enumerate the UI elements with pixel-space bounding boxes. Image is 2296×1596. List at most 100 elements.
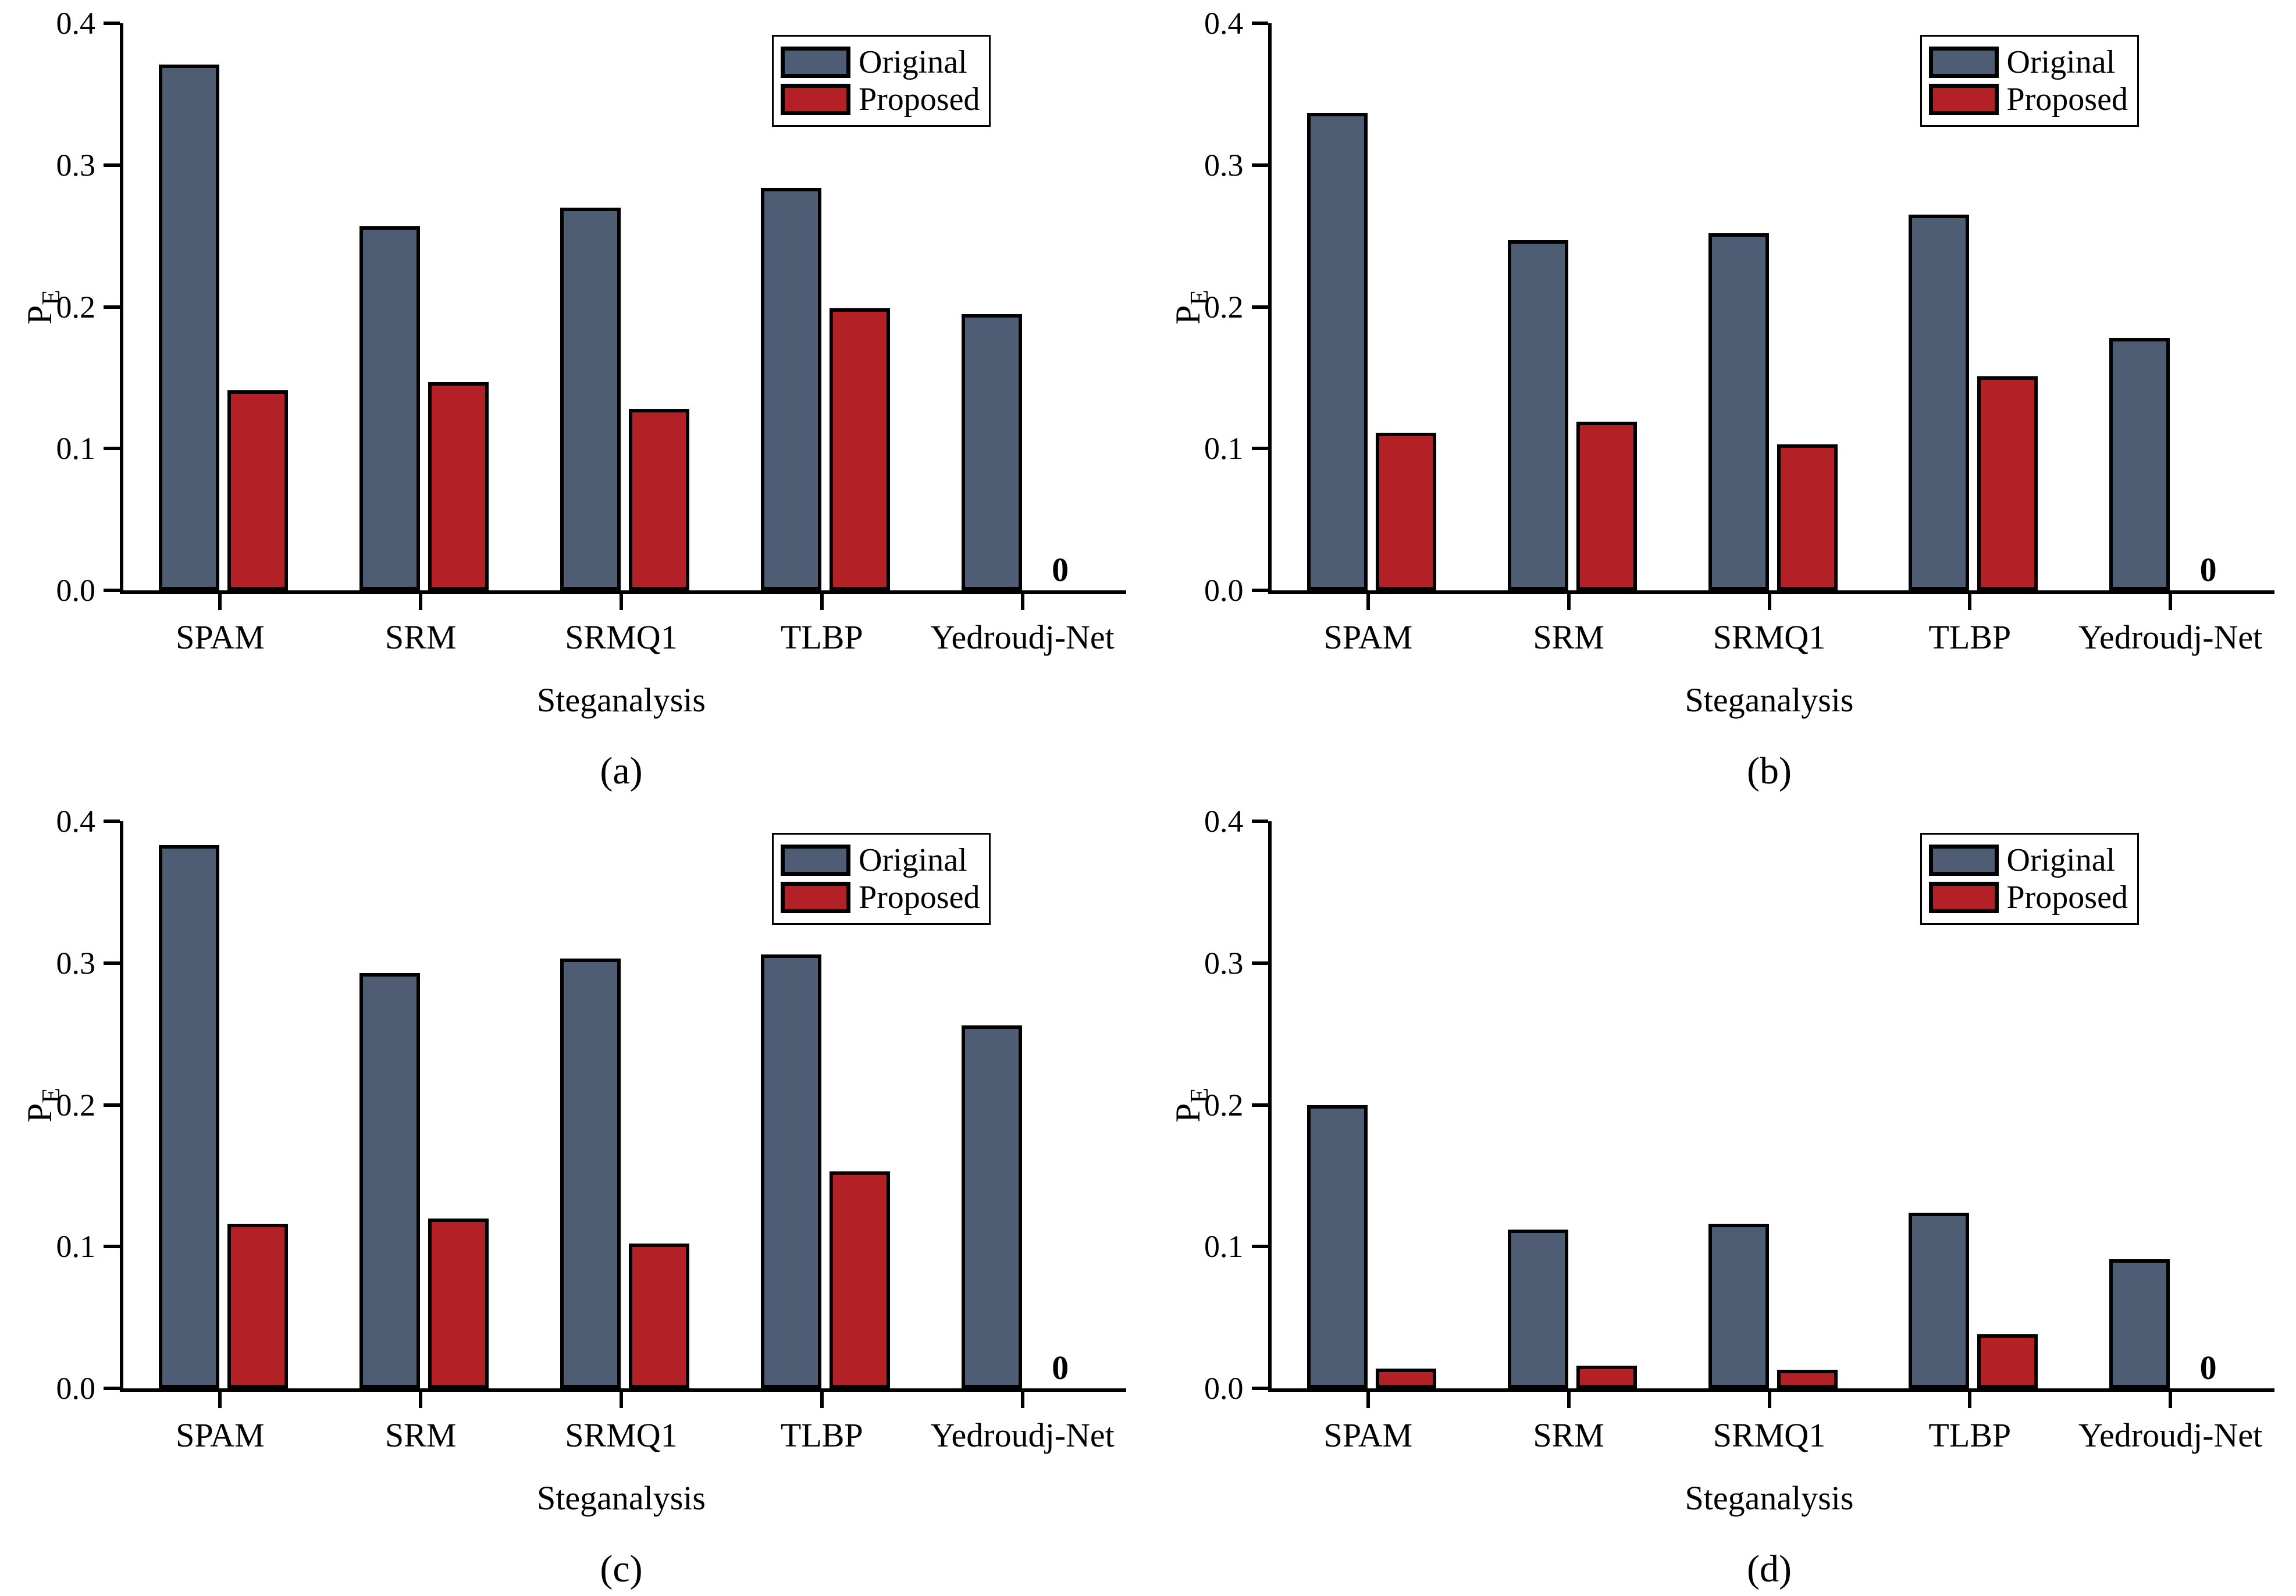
bar-proposed-spam: [1375, 1368, 1436, 1388]
x-category-label-yedroudj-net: Yedroudj-Net: [2078, 1416, 2263, 1454]
y-tick-mark: [104, 163, 120, 167]
x-tick-mark: [820, 1392, 824, 1408]
legend-swatch-proposed: [1928, 882, 1999, 913]
legend-label-proposed: Proposed: [859, 879, 980, 915]
x-category-label-srmq1: SRMQ1: [565, 1416, 678, 1454]
x-tick-mark: [1968, 594, 1972, 610]
plot-area: 0: [1268, 821, 2274, 1392]
y-tick-mark: [104, 1387, 120, 1390]
y-tick-mark: [1251, 1245, 1268, 1249]
bar-proposed-srmq1: [629, 409, 689, 590]
x-category-label-spam: SPAM: [1323, 1416, 1413, 1454]
x-tick-mark: [1767, 594, 1771, 610]
bar-original-yedroudj-net: [961, 314, 1022, 590]
subplot-caption-d: (d): [1747, 1548, 1792, 1590]
bar-proposed-srm: [1576, 421, 1637, 590]
x-category-label-spam: SPAM: [176, 1416, 265, 1454]
plot-area: 0: [120, 23, 1126, 594]
x-category-label-tlbp: TLBP: [780, 618, 863, 656]
legend: Original Proposed: [772, 833, 991, 925]
x-tick-mark: [1366, 1392, 1370, 1408]
legend-item-proposed: Proposed: [1928, 880, 2128, 915]
bar-proposed-tlbp: [1977, 376, 2038, 590]
bar-original-srmq1: [1708, 1224, 1769, 1388]
y-tick-mark: [104, 305, 120, 309]
zero-value-annotation: 0: [2199, 1349, 2217, 1387]
y-tick-label: 0.4: [56, 6, 96, 41]
subplot-b: PE 0 0.0 0.1 0.2 0.3 0.4 SPAM SRM SRMQ1 TLBP Yedrou…: [1148, 0, 2296, 798]
bar-original-tlbp: [1909, 215, 1970, 590]
y-tick-label: 0.4: [1204, 6, 1244, 41]
x-tick-mark: [620, 594, 623, 610]
bar-proposed-srmq1: [629, 1244, 689, 1388]
y-tick-label: 0.4: [1204, 804, 1244, 839]
bar-original-srmq1: [1708, 233, 1769, 590]
bar-proposed-tlbp: [829, 1171, 890, 1388]
x-tick-mark: [419, 1392, 423, 1408]
x-tick-mark: [620, 1392, 623, 1408]
bar-original-srm: [359, 226, 421, 590]
y-tick-mark: [1251, 1387, 1268, 1390]
y-tick-mark: [1251, 163, 1268, 167]
legend-label-original: Original: [2006, 44, 2116, 80]
x-tick-mark: [1567, 1392, 1571, 1408]
bar-original-srmq1: [560, 959, 621, 1388]
bar-proposed-tlbp: [829, 308, 890, 590]
x-category-label-tlbp: TLBP: [1928, 618, 2012, 656]
y-tick-mark: [104, 447, 120, 451]
x-tick-mark: [419, 594, 423, 610]
legend-label-proposed: Proposed: [859, 81, 980, 117]
x-category-label-srm: SRM: [385, 1416, 457, 1454]
plot-area: 0: [1268, 23, 2274, 594]
y-tick-label: 0.2: [1204, 1087, 1244, 1123]
y-tick-mark: [1251, 1103, 1268, 1107]
subplot-caption-a: (a): [600, 750, 643, 792]
y-tick-label: 0.2: [56, 289, 96, 325]
legend-swatch-proposed: [1928, 84, 1999, 115]
x-category-label-yedroudj-net: Yedroudj-Net: [2078, 618, 2263, 656]
x-category-label-srm: SRM: [385, 618, 457, 656]
x-axis-label: Steganalysis: [537, 681, 706, 719]
legend-item-original: Original: [1928, 44, 2128, 80]
bar-original-spam: [159, 845, 220, 1388]
x-category-label-spam: SPAM: [1323, 618, 1413, 656]
x-category-label-spam: SPAM: [176, 618, 265, 656]
y-tick-label: 0.1: [56, 431, 96, 466]
x-category-label-srm: SRM: [1533, 1416, 1604, 1454]
y-tick-mark: [1251, 22, 1268, 25]
legend-swatch-original: [1928, 845, 1999, 876]
x-category-label-srmq1: SRMQ1: [1713, 618, 1826, 656]
bar-original-yedroudj-net: [2109, 1259, 2170, 1388]
x-tick-mark: [218, 1392, 222, 1408]
bar-proposed-spam: [227, 390, 289, 590]
subplot-a: PE 0 0.0 0.1 0.2 0.3 0.4 SPAM SRM SRMQ1 TLBP Yedrou…: [0, 0, 1148, 798]
legend-item-proposed: Proposed: [781, 82, 980, 117]
bar-proposed-srm: [428, 382, 489, 590]
legend-swatch-proposed: [781, 84, 850, 115]
x-tick-mark: [2169, 594, 2173, 610]
y-tick-mark: [104, 820, 120, 823]
bar-proposed-spam: [1375, 433, 1436, 590]
subplot-d: PE 0 0.0 0.1 0.2 0.3 0.4 SPAM SRM SRMQ1 TLBP Yedrou…: [1148, 798, 2296, 1596]
x-tick-mark: [820, 594, 824, 610]
legend-label-original: Original: [859, 842, 967, 878]
x-tick-mark: [1020, 594, 1024, 610]
y-tick-label: 0.0: [1204, 1371, 1244, 1406]
y-tick-label: 0.3: [56, 945, 96, 981]
y-tick-mark: [1251, 305, 1268, 309]
bar-proposed-srm: [428, 1218, 489, 1388]
legend-item-proposed: Proposed: [781, 880, 980, 915]
bar-original-spam: [1307, 1105, 1368, 1388]
y-tick-mark: [104, 22, 120, 25]
bar-original-tlbp: [760, 187, 821, 590]
y-tick-label: 0.0: [1204, 573, 1244, 608]
bar-proposed-srm: [1576, 1366, 1637, 1388]
x-axis-label: Steganalysis: [1685, 1479, 1854, 1517]
bar-proposed-spam: [227, 1224, 289, 1388]
bar-original-yedroudj-net: [961, 1025, 1022, 1388]
subplot-caption-b: (b): [1747, 750, 1792, 792]
x-axis-label: Steganalysis: [1685, 681, 1854, 719]
bar-original-srm: [1507, 1230, 1568, 1388]
y-tick-label: 0.1: [1204, 1229, 1244, 1264]
